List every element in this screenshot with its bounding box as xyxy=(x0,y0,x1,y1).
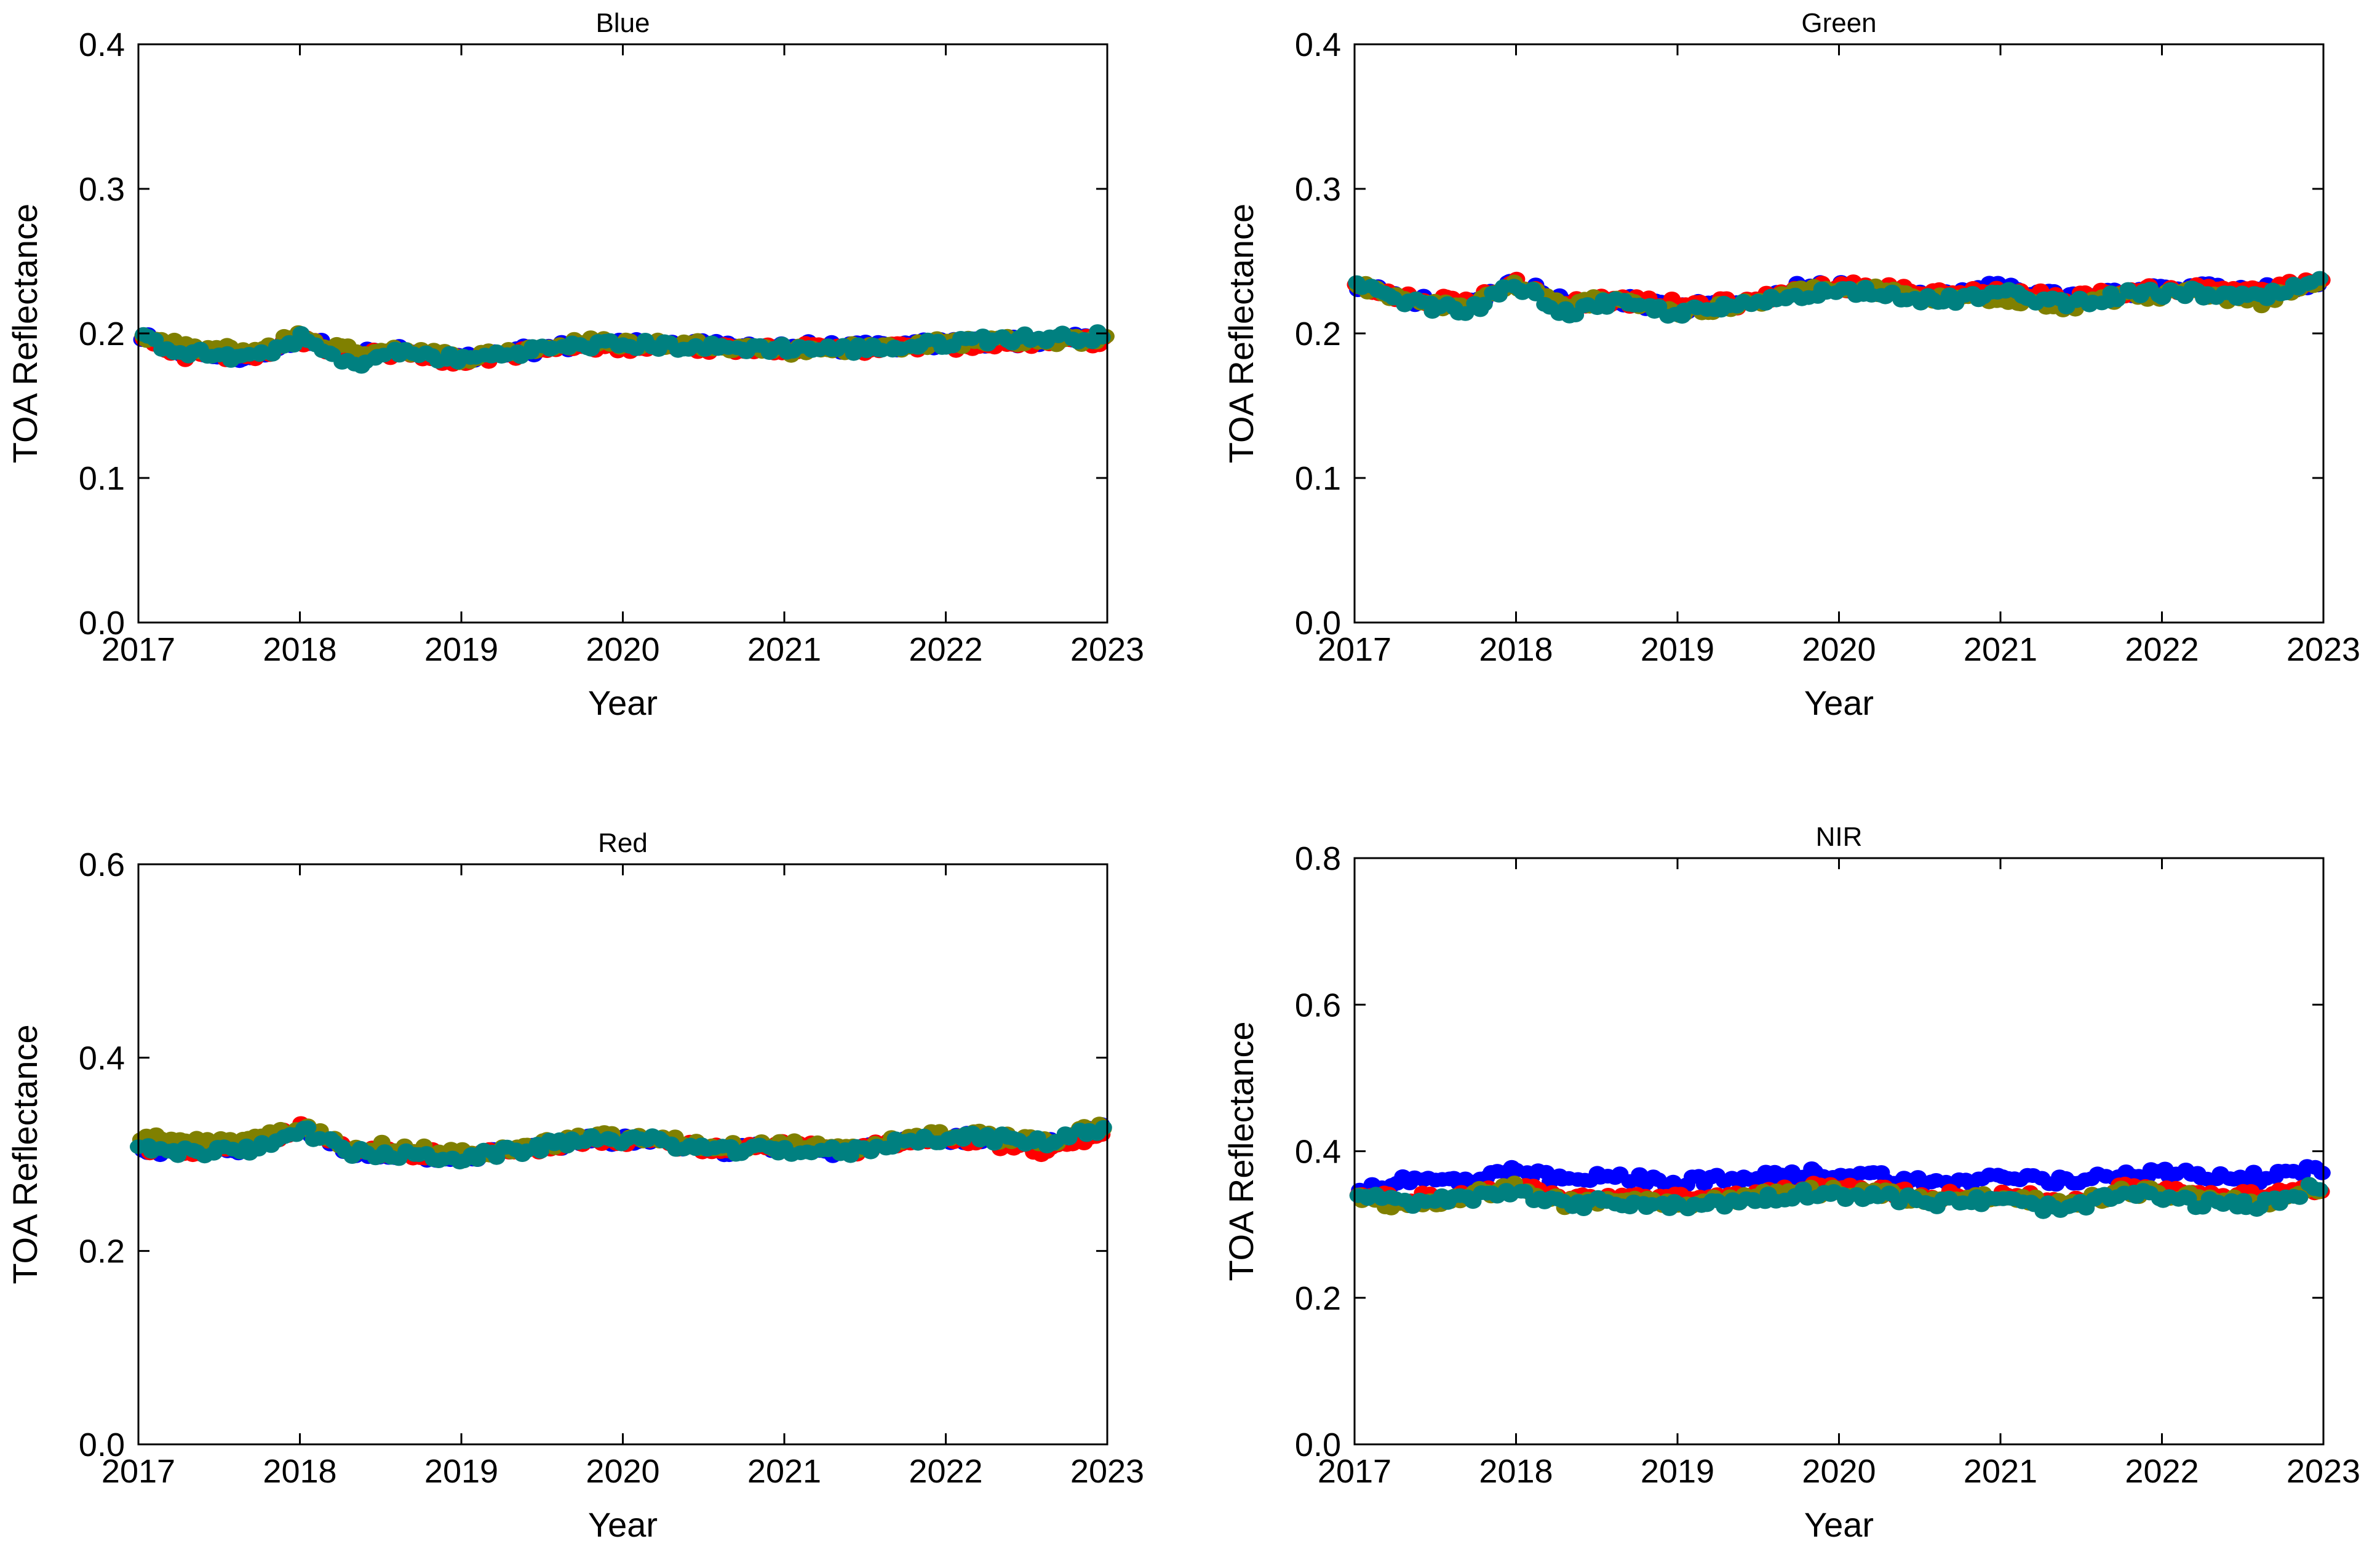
y-tick-label: 0.2 xyxy=(1295,1280,1341,1317)
x-tick-label: 2022 xyxy=(909,631,982,668)
x-tick-label: 2019 xyxy=(424,1453,498,1490)
x-axis-label: Year xyxy=(1804,1505,1874,1544)
y-axis-label: TOA Reflectance xyxy=(6,204,44,463)
y-tick-label: 0.2 xyxy=(79,1233,125,1270)
plot-frame xyxy=(1353,857,2325,1446)
data-point xyxy=(285,338,303,353)
x-tick-label: 2023 xyxy=(1070,1453,1144,1490)
y-tick-label: 0.2 xyxy=(79,316,125,352)
x-tick-label: 2017 xyxy=(101,1453,175,1490)
data-point xyxy=(1527,286,1545,301)
chart-panel-nir: 2017 2018 2019 2020 2021 2022 2023 0.0 0.2 0.4 0.6… xyxy=(1222,822,2360,1544)
x-tick-label: 2020 xyxy=(1802,1453,1876,1490)
x-tick-label: 2017 xyxy=(1318,1453,1391,1490)
x-tick-label: 2023 xyxy=(1070,631,1144,668)
x-tick-label: 2021 xyxy=(747,631,821,668)
y-tick-label: 0.2 xyxy=(1295,316,1341,352)
y-tick-label: 0.1 xyxy=(1295,460,1341,497)
y-tick-label: 0.0 xyxy=(79,605,125,642)
y-tick-label: 0.4 xyxy=(1295,26,1341,63)
data-point xyxy=(2313,1165,2331,1180)
y-axis-label: TOA Reflectance xyxy=(1222,1021,1260,1281)
y-tick-label: 0.3 xyxy=(1295,171,1341,208)
data-point xyxy=(1650,299,1668,314)
series-3 xyxy=(130,1120,1112,1170)
data-point xyxy=(2108,292,2126,308)
x-tick-label: 2021 xyxy=(1964,631,2037,668)
y-tick-label: 0.4 xyxy=(1295,1134,1341,1171)
x-tick-label: 2018 xyxy=(263,631,336,668)
y-axis-label: TOA Reflectance xyxy=(1222,204,1260,463)
y-tick-label: 0.6 xyxy=(1295,987,1341,1024)
y-tick-label: 0.1 xyxy=(79,460,125,497)
x-tick-label: 2021 xyxy=(747,1453,821,1490)
data-point xyxy=(299,1120,317,1136)
data-point xyxy=(2311,271,2329,286)
chart-panel-green: 2017 2018 2019 2020 2021 2022 2023 0.0 0.1 0.2 0.3… xyxy=(1222,8,2360,722)
data-points xyxy=(1349,1159,2331,1219)
x-tick-label: 2017 xyxy=(101,631,175,668)
chart-panel-blue: 2017 2018 2019 2020 2021 2022 2023 0.0 0.1 0.2 0.3… xyxy=(6,8,1144,722)
chart-title: Red xyxy=(598,828,648,858)
data-point xyxy=(1457,306,1475,321)
y-tick-label: 0.4 xyxy=(79,1040,125,1076)
x-tick-label: 2017 xyxy=(1318,631,1391,668)
x-tick-label: 2023 xyxy=(2286,1453,2360,1490)
data-point xyxy=(2291,1190,2309,1205)
x-tick-label: 2019 xyxy=(1641,631,1714,668)
y-tick-label: 0.4 xyxy=(79,26,125,63)
x-tick-label: 2023 xyxy=(2286,631,2360,668)
data-point xyxy=(531,1144,549,1159)
series-3 xyxy=(1348,271,2329,324)
y-tick-label: 0.8 xyxy=(1295,840,1341,877)
series-3 xyxy=(1349,1177,2328,1219)
data-point xyxy=(2310,1182,2328,1197)
plot-frame xyxy=(1353,43,2325,624)
y-tick-label: 0.0 xyxy=(1295,605,1341,642)
y-tick-label: 0.0 xyxy=(79,1427,125,1463)
x-tick-label: 2018 xyxy=(263,1453,336,1490)
y-tick-label: 0.6 xyxy=(79,846,125,883)
x-tick-label: 2020 xyxy=(1802,631,1876,668)
x-tick-label: 2020 xyxy=(586,631,659,668)
x-tick-label: 2018 xyxy=(1479,1453,1553,1490)
data-points xyxy=(133,324,1115,374)
x-tick-label: 2022 xyxy=(909,1453,982,1490)
data-point xyxy=(1475,296,1493,312)
x-tick-label: 2020 xyxy=(586,1453,659,1490)
x-tick-label: 2019 xyxy=(424,631,498,668)
data-points xyxy=(130,1116,1112,1170)
x-tick-label: 2022 xyxy=(2125,631,2199,668)
x-axis-label: Year xyxy=(588,1505,658,1544)
y-tick-label: 0.0 xyxy=(1295,1427,1341,1463)
data-points xyxy=(1347,271,2331,324)
x-axis-label: Year xyxy=(1804,683,1874,722)
x-tick-label: 2019 xyxy=(1641,1453,1714,1490)
x-axis-label: Year xyxy=(588,683,658,722)
series-0 xyxy=(1351,1159,2331,1200)
chart-panel-red: 2017 2018 2019 2020 2021 2022 2023 0.0 0.2 0.4 0.6… xyxy=(6,828,1144,1544)
plot-frame xyxy=(137,863,1108,1446)
chart-title: Green xyxy=(1801,8,1876,38)
chart-title: NIR xyxy=(1816,822,1863,852)
x-tick-label: 2018 xyxy=(1479,631,1553,668)
x-tick-label: 2022 xyxy=(2125,1453,2199,1490)
series-3 xyxy=(135,324,1111,374)
x-tick-label: 2021 xyxy=(1964,1453,2037,1490)
chart-title: Blue xyxy=(595,8,650,38)
data-point xyxy=(1094,1120,1112,1135)
y-tick-label: 0.3 xyxy=(79,171,125,208)
y-axis-label: TOA Reflectance xyxy=(6,1024,44,1284)
